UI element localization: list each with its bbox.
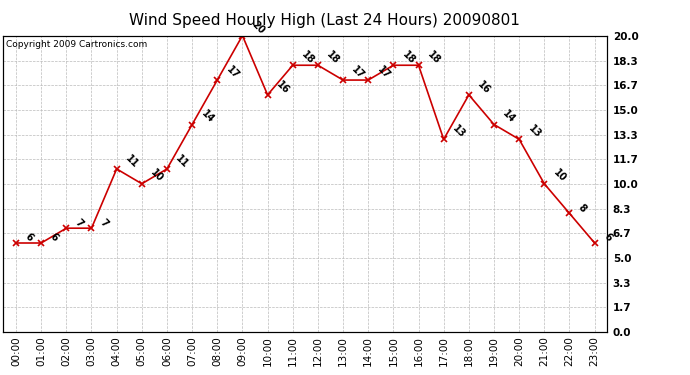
Text: 18: 18: [400, 49, 417, 66]
Text: 14: 14: [501, 108, 518, 125]
Text: 8: 8: [576, 202, 589, 214]
Text: 13: 13: [526, 123, 543, 140]
Text: 18: 18: [426, 49, 442, 66]
Text: 6: 6: [23, 232, 34, 244]
Text: 17: 17: [375, 64, 392, 81]
Text: 10: 10: [149, 168, 166, 184]
Text: 14: 14: [199, 108, 216, 125]
Text: 6: 6: [602, 232, 613, 244]
Text: Copyright 2009 Cartronics.com: Copyright 2009 Cartronics.com: [6, 40, 148, 49]
Text: 11: 11: [124, 153, 140, 170]
Text: 13: 13: [451, 123, 467, 140]
Text: 17: 17: [350, 64, 366, 81]
Text: 17: 17: [224, 64, 241, 81]
Text: 16: 16: [275, 79, 291, 96]
Text: Wind Speed Hourly High (Last 24 Hours) 20090801: Wind Speed Hourly High (Last 24 Hours) 2…: [129, 13, 520, 28]
Text: 16: 16: [476, 79, 493, 96]
Text: 7: 7: [73, 217, 85, 229]
Text: 7: 7: [99, 217, 110, 229]
Text: 18: 18: [325, 49, 342, 66]
Text: 11: 11: [174, 153, 190, 170]
Text: 6: 6: [48, 232, 60, 244]
Text: 18: 18: [299, 49, 317, 66]
Text: 10: 10: [551, 168, 568, 184]
Text: 20: 20: [249, 20, 266, 36]
